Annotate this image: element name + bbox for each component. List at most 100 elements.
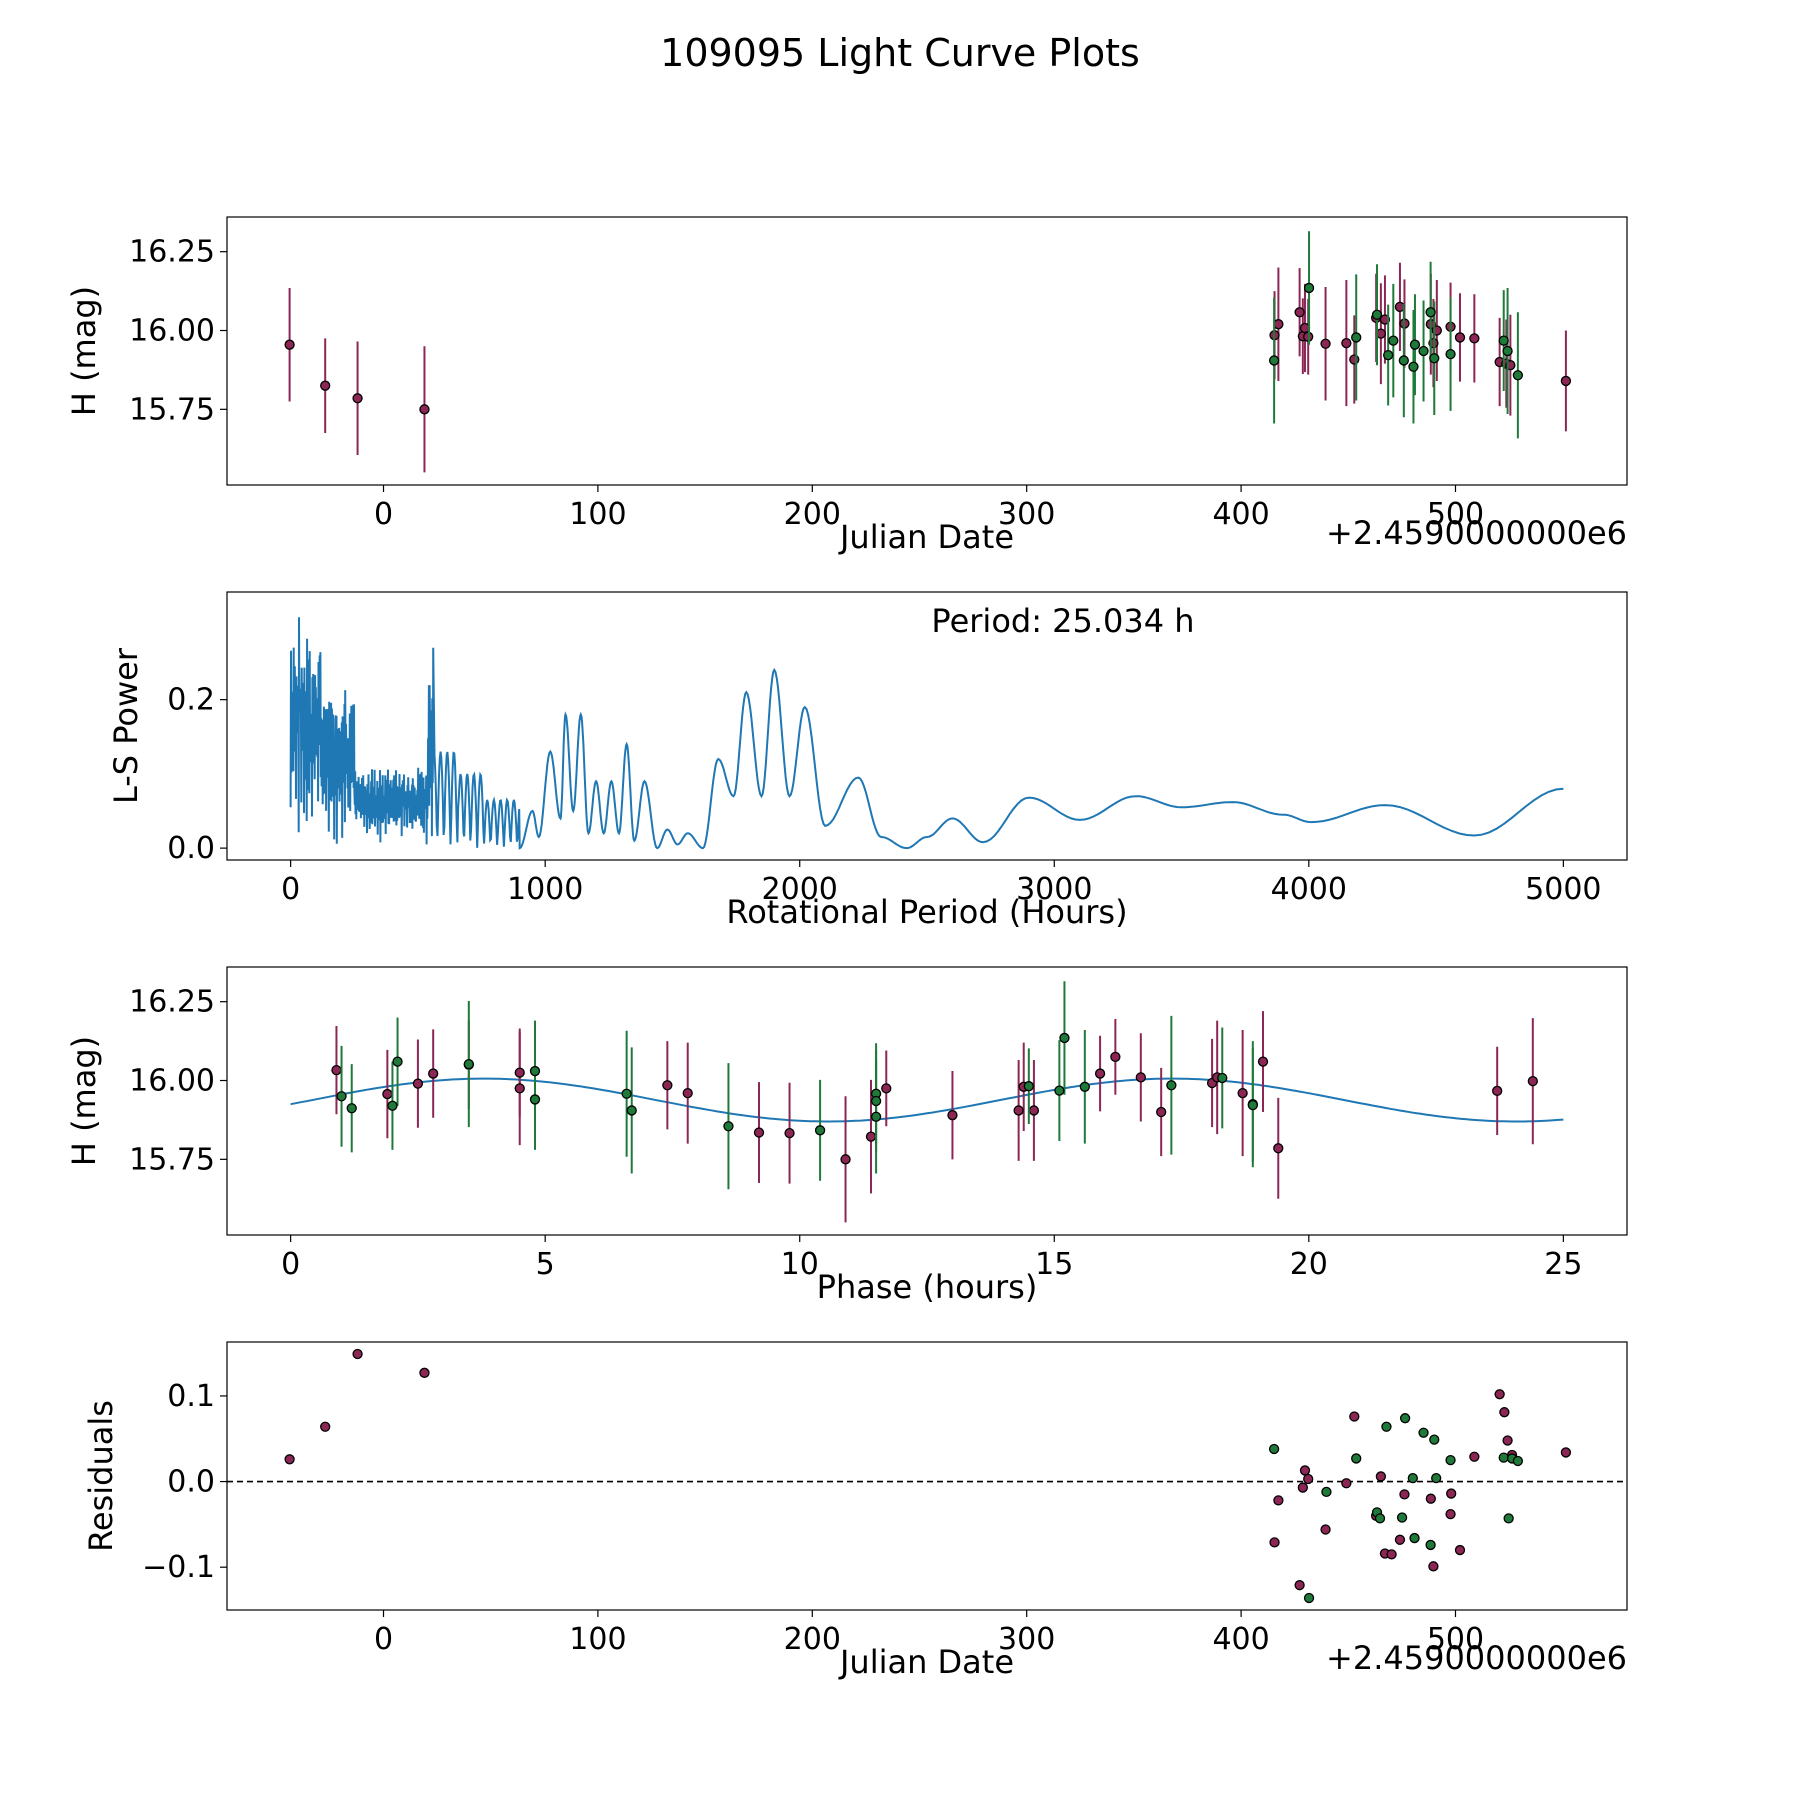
x-tick-label: 100 — [569, 497, 626, 532]
data-point-green — [1407, 1472, 1418, 1484]
data-point-green — [1399, 1413, 1411, 1424]
figure-title: 109095 Light Curve Plots — [660, 31, 1140, 75]
data-point-green — [723, 1121, 734, 1132]
data-point-green — [1268, 355, 1280, 366]
data-point-green — [1408, 361, 1419, 372]
x-tick-label: 20 — [1290, 1247, 1328, 1282]
x-tick-label: 400 — [1212, 497, 1269, 532]
data-point-red — [1273, 319, 1284, 330]
data-point-green — [626, 1105, 637, 1116]
data-point-green — [1445, 1455, 1456, 1466]
y-tick-label: 16.00 — [129, 314, 215, 349]
data-point-red — [662, 1080, 673, 1091]
data-point-red — [1445, 1508, 1456, 1520]
axes-frame — [226, 1341, 1628, 1611]
data-point-red — [1303, 1473, 1314, 1485]
data-point-green — [1445, 349, 1456, 360]
data-point-green — [1079, 1081, 1090, 1092]
data-point-red — [320, 1421, 331, 1432]
x-axis-offset-text: +2.4590000000e6 — [1326, 1639, 1627, 1677]
data-point-red — [1386, 1549, 1397, 1560]
data-point-red — [320, 380, 331, 391]
x-tick-label: 300 — [998, 497, 1055, 532]
data-point-red — [1273, 1143, 1284, 1154]
data-point-green — [1166, 1080, 1177, 1091]
data-point-red — [1560, 375, 1572, 387]
data-point-red — [753, 1127, 765, 1138]
data-point-red — [1492, 1085, 1503, 1097]
data-point-green — [1381, 1421, 1392, 1432]
x-tick-label: 0 — [281, 872, 300, 907]
y-tick-label: 0.2 — [167, 683, 215, 718]
data-point-red — [352, 393, 363, 404]
data-point-green — [1054, 1085, 1065, 1096]
data-point-green — [814, 1125, 826, 1136]
data-point-green — [1351, 332, 1362, 343]
data-point-green — [346, 1103, 357, 1114]
data-point-red — [1273, 1495, 1284, 1506]
axes-frame — [226, 966, 1628, 1236]
data-point-green — [1059, 1032, 1070, 1044]
data-point-red — [284, 1454, 295, 1465]
x-tick-label: 25 — [1544, 1247, 1582, 1282]
data-point-red — [1294, 1580, 1305, 1591]
x-tick-label: 200 — [784, 497, 841, 532]
data-point-red — [1294, 307, 1305, 318]
data-point-green — [1217, 1072, 1228, 1084]
data-point-green — [1303, 282, 1315, 294]
data-point-red — [1499, 1407, 1510, 1418]
data-point-red — [1349, 1411, 1360, 1422]
residuals-panel: 0 100 200 300 400 500 −0.1 0.0 0.1 Julian Date Res… — [82, 1341, 1628, 1681]
y-tick-label: 16.25 — [129, 235, 215, 270]
data-point-red — [1425, 1493, 1436, 1504]
data-point-red — [947, 1110, 958, 1121]
data-point-red — [382, 1088, 393, 1100]
y-tick-label: 16.00 — [129, 1064, 215, 1099]
data-point-red — [1110, 1051, 1121, 1063]
period-annotation: Period: 25.034 h — [931, 602, 1194, 640]
x-tick-label: 2000 — [762, 872, 838, 907]
data-point-green — [1512, 370, 1524, 381]
data-point-red — [1135, 1072, 1146, 1083]
data-point-red — [1494, 1389, 1505, 1400]
x-tick-label: 400 — [1212, 1622, 1269, 1657]
x-tick-label: 1000 — [507, 872, 583, 907]
x-tick-label: 3000 — [1016, 872, 1092, 907]
data-point-red — [1237, 1087, 1248, 1099]
data-point-red — [1527, 1075, 1538, 1087]
data-point-red — [1469, 333, 1480, 344]
data-point-red — [1341, 1478, 1352, 1489]
data-point-red — [1469, 1451, 1480, 1462]
data-point-green — [1429, 1434, 1440, 1445]
y-tick-label: 0.0 — [167, 1465, 215, 1500]
data-point-green — [1321, 1486, 1332, 1497]
x-axis-label: Rotational Period (Hours) — [726, 893, 1127, 931]
y-tick-label: 0.1 — [167, 1379, 215, 1414]
data-point-green — [870, 1095, 882, 1107]
x-tick-label: 500 — [1427, 497, 1484, 532]
data-point-green — [529, 1065, 541, 1077]
data-point-green — [1023, 1081, 1034, 1092]
data-point-green — [1396, 1512, 1408, 1523]
y-tick-label: 15.75 — [129, 1142, 215, 1177]
data-point-green — [463, 1058, 474, 1070]
data-point-red — [1399, 1489, 1410, 1500]
x-axis-offset-text: +2.4590000000e6 — [1326, 514, 1627, 552]
x-tick-label: 500 — [1427, 1622, 1484, 1657]
light-curve-panel: 0 100 200 300 400 500 15.75 16.00 16.25 Julian Da… — [65, 216, 1628, 556]
data-point-green — [1388, 335, 1399, 346]
data-point-red — [1320, 1524, 1331, 1535]
periodogram-line — [289, 617, 1564, 850]
data-point-red — [1299, 1465, 1311, 1476]
data-point-red — [1341, 337, 1352, 349]
y-tick-label: −0.1 — [142, 1550, 215, 1585]
data-point-red — [428, 1068, 439, 1079]
data-point-green — [1431, 1472, 1442, 1484]
data-point-green — [1409, 339, 1421, 350]
data-point-red — [514, 1083, 525, 1094]
data-point-red — [352, 1348, 363, 1360]
data-point-red — [284, 339, 295, 350]
data-point-red — [1028, 1105, 1040, 1116]
data-point-red — [1094, 1068, 1106, 1079]
